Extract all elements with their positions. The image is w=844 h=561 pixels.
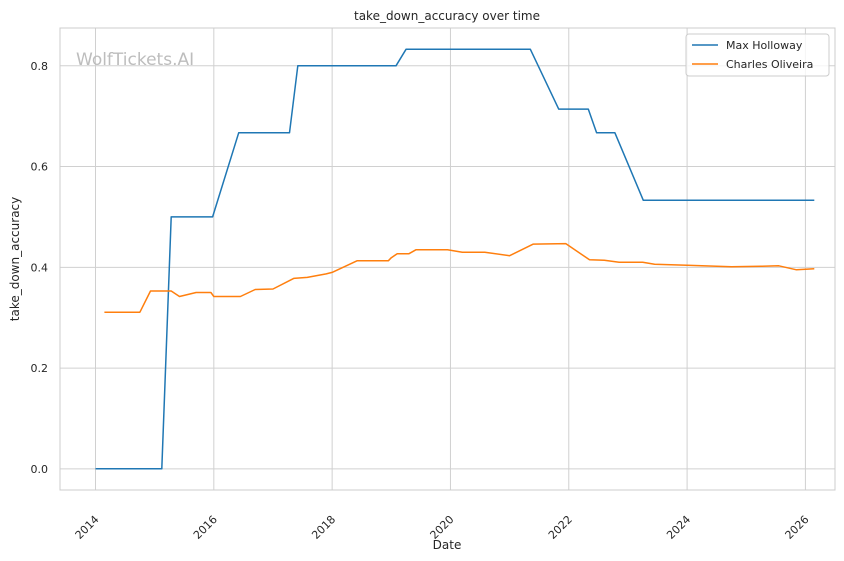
series-layer xyxy=(95,48,815,470)
y-tick-label: 0.6 xyxy=(31,161,49,174)
x-tick-label: 2022 xyxy=(546,513,575,542)
x-tick-label: 2016 xyxy=(191,513,220,542)
x-tick-label: 2014 xyxy=(73,513,102,542)
y-axis-label: take_down_accuracy xyxy=(8,197,22,321)
y-tick-label: 0.0 xyxy=(31,463,49,476)
series-line-charles-oliveira xyxy=(104,242,815,313)
x-tick-label: 2024 xyxy=(664,513,693,542)
y-tick-label: 0.2 xyxy=(31,362,49,375)
x-axis-label: Date xyxy=(433,538,462,552)
legend: Max Holloway Charles Oliveira xyxy=(685,33,830,77)
legend-label-max-holloway: Max Holloway xyxy=(726,39,803,52)
tick-labels: 2014 2016 2018 2020 2022 2024 20260.00.20.40.6… xyxy=(31,60,812,542)
y-tick-label: 0.4 xyxy=(31,261,49,274)
x-tick-label: 2026 xyxy=(783,513,812,542)
grid xyxy=(60,28,835,490)
legend-box xyxy=(685,33,830,77)
y-tick-label: 0.8 xyxy=(31,60,49,73)
legend-label-charles-oliveira: Charles Oliveira xyxy=(726,58,813,71)
watermark-text: WolfTickets.AI xyxy=(76,50,194,70)
series-line-max-holloway xyxy=(95,48,815,470)
chart-title: take_down_accuracy over time xyxy=(354,9,540,23)
x-tick-label: 2018 xyxy=(309,513,338,542)
plot-frame xyxy=(59,27,836,491)
